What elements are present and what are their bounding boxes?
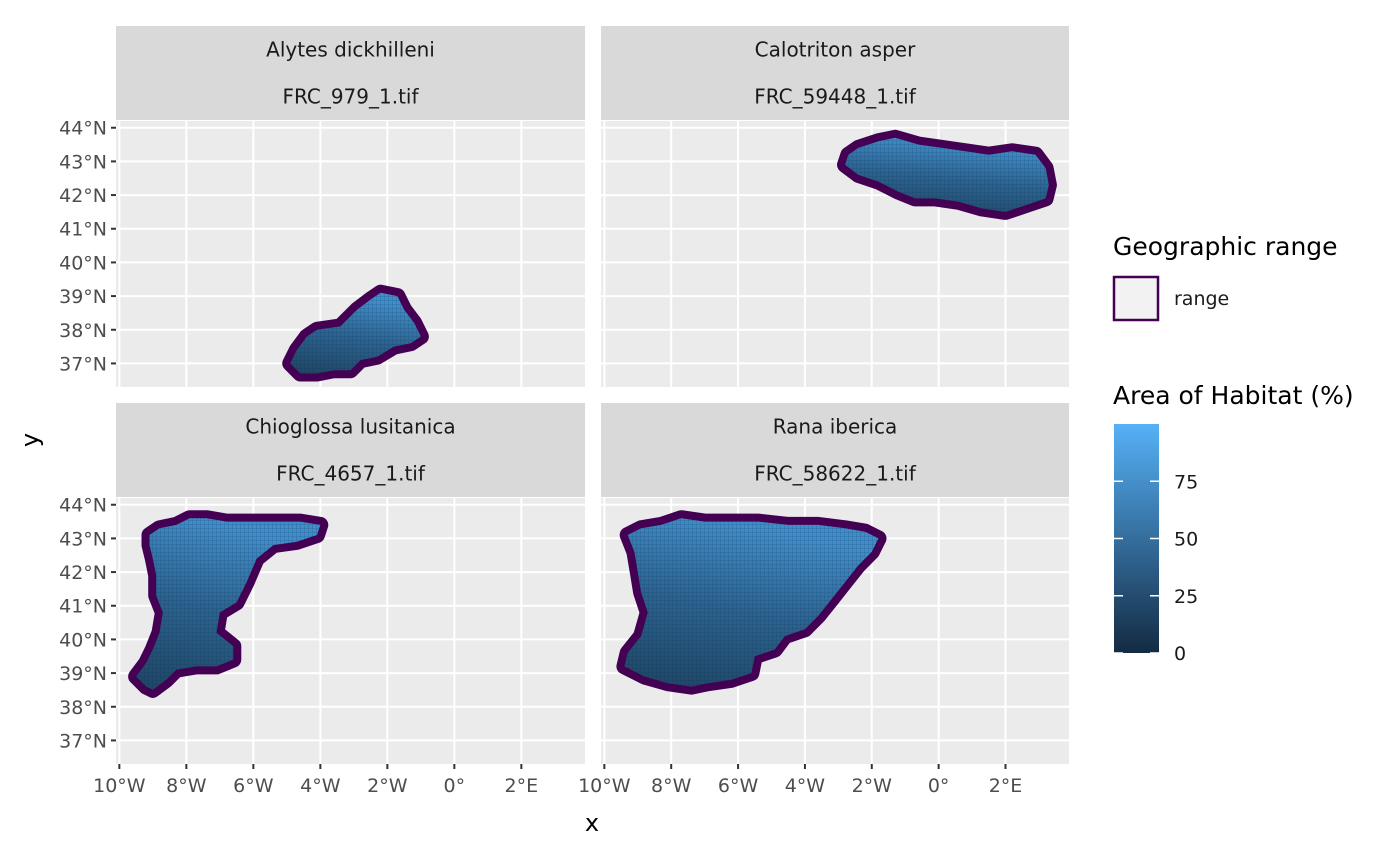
x-tick-label: 6°W [233, 775, 274, 797]
strip-species-bg [116, 403, 585, 450]
x-tick-label: 4°W [785, 775, 826, 797]
axes-layer: 37°N 38°N 39°N 40°N 41°N 42°N 43°N 44°N 37°N 38°N… [59, 118, 1022, 797]
y-tick-label: 38°N [59, 320, 107, 342]
facet-panel: Rana iberica FRC_58622_1.tif [601, 403, 1069, 764]
y-tick-label: 38°N [59, 697, 107, 719]
x-tick-label: 2°E [505, 775, 539, 797]
colorbar-tick-label: 75 [1174, 471, 1198, 493]
colorbar-tick-label: 50 [1174, 529, 1198, 551]
strip-file-label: FRC_59448_1.tif [754, 85, 916, 109]
strip-file-bg [116, 73, 585, 120]
x-tick-label: 2°E [989, 775, 1023, 797]
x-tick-label: 10°W [93, 775, 146, 797]
x-tick-label: 8°W [166, 775, 207, 797]
y-tick-label: 37°N [59, 730, 107, 752]
colorbar-tick-label: 0 [1174, 643, 1186, 665]
x-tick-label: 2°W [852, 775, 893, 797]
y-tick-label: 39°N [59, 663, 107, 685]
legend-range-label: range [1174, 288, 1229, 310]
strip-species-bg [601, 26, 1069, 73]
y-tick-label: 44°N [59, 118, 107, 140]
strip-species-label: Calotriton asper [755, 38, 916, 62]
strip-file-bg [116, 450, 585, 497]
x-tick-label: 10°W [578, 775, 631, 797]
colorbar-tick-label: 25 [1174, 586, 1198, 608]
y-tick-label: 41°N [59, 219, 107, 241]
strip-species-label: Alytes dickhilleni [266, 38, 435, 62]
facet-panel: Alytes dickhilleni FRC_979_1.tif [116, 26, 585, 387]
legend-area-of-habitat: Area of Habitat (%) 0 25 50 75 [1113, 381, 1354, 665]
legend-aoh-title: Area of Habitat (%) [1113, 381, 1354, 410]
habitat-raster-cells [136, 518, 321, 690]
strip-species-label: Rana iberica [773, 415, 898, 439]
strip-file-label: FRC_979_1.tif [282, 85, 419, 109]
habitat-raster-cells [845, 137, 1049, 212]
y-tick-label: 43°N [59, 151, 107, 173]
y-axis-title: y [16, 433, 44, 447]
x-tick-label: 0° [444, 775, 466, 797]
y-tick-label: 39°N [59, 286, 107, 308]
habitat-raster-cells [624, 518, 879, 687]
strip-file-bg [601, 450, 1069, 497]
strip-species-label: Chioglossa lusitanica [245, 415, 455, 439]
strip-file-bg [601, 73, 1069, 120]
x-tick-label: 0° [928, 775, 950, 797]
y-tick-label: 40°N [59, 629, 107, 651]
legend-range-key [1112, 275, 1160, 322]
legend-geographic-range-title: Geographic range [1113, 232, 1338, 261]
y-tick-label: 40°N [59, 252, 107, 274]
y-tick-label: 43°N [59, 528, 107, 550]
strip-file-label: FRC_4657_1.tif [276, 462, 426, 486]
panels-layer: Alytes dickhilleni FRC_979_1.tif Calotrito… [116, 26, 1069, 764]
y-tick-label: 41°N [59, 596, 107, 618]
habitat-raster-cells [290, 292, 421, 374]
legend-aoh-ticks: 0 25 50 75 [1114, 471, 1198, 665]
facet-panel: Chioglossa lusitanica FRC_4657_1.tif [116, 403, 585, 764]
strip-file-label: FRC_58622_1.tif [754, 462, 916, 486]
y-tick-label: 44°N [59, 495, 107, 517]
facet-panel: Calotriton asper FRC_59448_1.tif [601, 26, 1069, 387]
x-tick-label: 4°W [300, 775, 341, 797]
y-tick-label: 42°N [59, 562, 107, 584]
x-axis-title: x [585, 809, 599, 837]
strip-species-bg [116, 26, 585, 73]
x-tick-label: 2°W [367, 775, 408, 797]
legend-geographic-range: Geographic range range [1112, 232, 1338, 322]
y-tick-label: 42°N [59, 185, 107, 207]
x-tick-label: 6°W [718, 775, 759, 797]
x-tick-label: 8°W [651, 775, 692, 797]
y-tick-label: 37°N [59, 353, 107, 375]
strip-species-bg [601, 403, 1069, 450]
